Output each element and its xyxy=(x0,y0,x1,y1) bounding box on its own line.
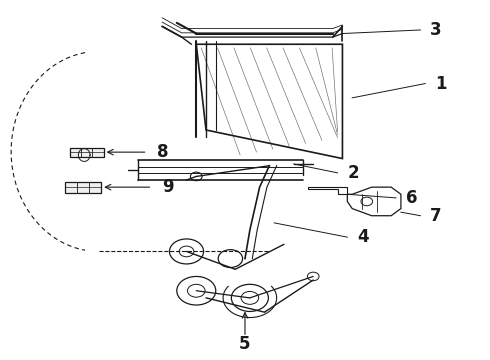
Text: 5: 5 xyxy=(239,335,251,353)
Polygon shape xyxy=(70,148,104,157)
Text: 1: 1 xyxy=(435,75,446,93)
Circle shape xyxy=(191,172,202,181)
Text: 4: 4 xyxy=(357,228,368,246)
Circle shape xyxy=(307,272,319,281)
Polygon shape xyxy=(65,182,101,193)
Text: 6: 6 xyxy=(406,189,417,207)
Text: 7: 7 xyxy=(430,207,442,225)
Circle shape xyxy=(177,276,216,305)
Text: 3: 3 xyxy=(430,21,442,39)
Circle shape xyxy=(170,239,203,264)
Circle shape xyxy=(218,249,243,267)
Text: 8: 8 xyxy=(157,143,169,161)
Text: 9: 9 xyxy=(162,178,174,196)
Text: 2: 2 xyxy=(347,164,359,182)
Circle shape xyxy=(231,284,269,311)
